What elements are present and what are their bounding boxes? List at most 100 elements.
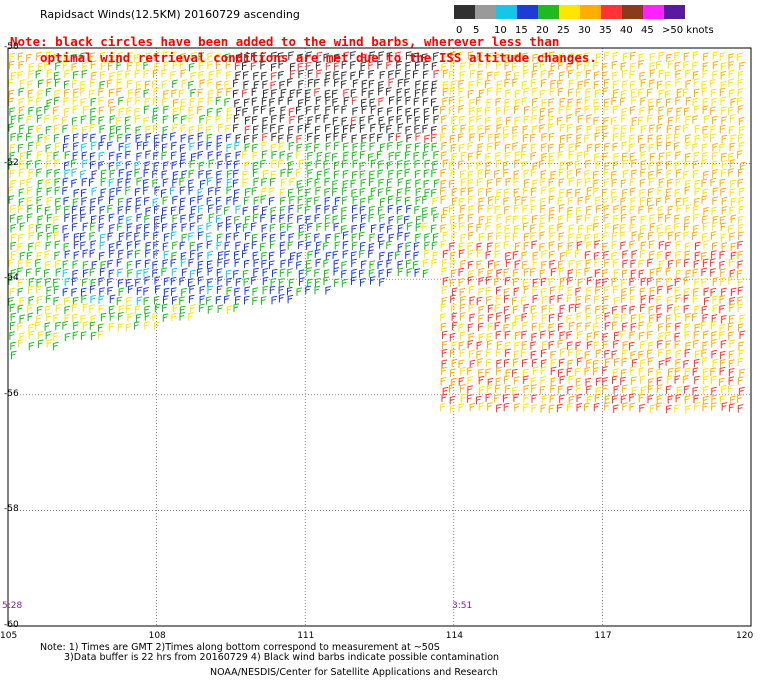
wind-barb xyxy=(737,296,743,305)
wind-barb xyxy=(188,186,195,195)
wind-barb xyxy=(639,287,646,296)
wind-barb xyxy=(558,260,564,269)
wind-barb xyxy=(44,114,50,123)
wind-barb xyxy=(233,169,239,178)
wind-barb xyxy=(144,223,150,232)
wind-barb xyxy=(585,69,592,78)
wind-barb xyxy=(180,252,187,261)
wind-barb xyxy=(81,294,87,304)
wind-barb xyxy=(532,251,539,260)
wind-barb xyxy=(9,143,16,153)
wind-barb xyxy=(667,259,674,269)
wind-barb xyxy=(647,231,654,241)
wind-barb xyxy=(172,303,179,313)
wind-barb xyxy=(656,134,663,144)
wind-barb xyxy=(441,359,448,368)
wind-barb xyxy=(71,205,78,214)
wind-barb xyxy=(279,268,286,277)
wind-barb xyxy=(107,232,114,241)
wind-barb xyxy=(297,62,304,72)
wind-barb xyxy=(10,341,16,351)
wind-barb xyxy=(359,231,365,241)
wind-barb xyxy=(37,89,44,99)
wind-barb xyxy=(557,312,564,321)
wind-barb xyxy=(422,195,428,204)
wind-barb xyxy=(530,305,537,314)
wind-barb xyxy=(397,224,404,233)
wind-barb xyxy=(162,178,169,187)
wind-barb xyxy=(305,285,311,295)
wind-barb xyxy=(324,168,330,177)
wind-barb xyxy=(593,187,599,196)
wind-barb xyxy=(90,278,97,288)
wind-barb xyxy=(62,186,68,195)
wind-barb xyxy=(116,78,123,87)
wind-barb xyxy=(496,231,502,241)
wind-barb xyxy=(127,79,133,89)
wind-barb xyxy=(613,224,619,233)
wind-barb xyxy=(629,341,635,351)
wind-barb xyxy=(522,278,529,288)
wind-barb xyxy=(603,250,609,260)
wind-barb xyxy=(361,134,367,143)
wind-barb xyxy=(216,205,222,214)
wind-barb xyxy=(224,97,230,107)
wind-barb xyxy=(62,177,69,186)
wind-barb xyxy=(485,152,491,162)
wind-barb xyxy=(711,88,717,97)
wind-barb xyxy=(710,106,716,115)
wind-barb xyxy=(414,169,421,179)
wind-barb xyxy=(604,358,611,367)
wind-barb xyxy=(179,60,186,69)
wind-barb xyxy=(324,205,330,214)
wind-barb xyxy=(594,240,600,249)
wind-barb xyxy=(215,115,222,124)
wind-barb xyxy=(593,80,600,90)
wind-barb xyxy=(71,303,78,312)
wind-barb xyxy=(224,206,230,215)
wind-barb xyxy=(98,116,105,125)
wind-barb xyxy=(404,160,410,169)
wind-barb xyxy=(431,125,437,135)
wind-barb xyxy=(656,313,663,322)
wind-barb xyxy=(315,204,322,214)
wind-barb xyxy=(82,62,88,71)
wind-barb xyxy=(26,196,33,206)
wind-barb xyxy=(620,132,627,141)
wind-barb xyxy=(17,242,23,252)
wind-barb xyxy=(351,224,358,234)
wind-barb xyxy=(540,277,547,287)
wind-barb xyxy=(458,87,464,96)
wind-barb xyxy=(216,214,222,223)
wind-barb xyxy=(261,259,267,268)
wind-barb xyxy=(712,196,718,205)
wind-barb xyxy=(701,87,708,96)
wind-barb xyxy=(415,196,422,205)
wind-barb xyxy=(314,105,321,114)
wind-barb xyxy=(649,286,656,296)
wind-barb xyxy=(612,321,618,330)
wind-barb xyxy=(602,366,608,375)
legend-swatch xyxy=(496,5,517,19)
wind-barb xyxy=(161,133,168,143)
wind-barb xyxy=(190,304,196,313)
wind-barb xyxy=(89,152,96,161)
wind-barb xyxy=(504,106,510,115)
wind-barb xyxy=(631,358,638,368)
wind-barb xyxy=(117,323,124,332)
wind-barb xyxy=(306,177,313,187)
wind-barb xyxy=(279,188,286,197)
wind-barb xyxy=(458,96,465,105)
wind-barb xyxy=(523,222,529,231)
wind-barb xyxy=(567,385,573,395)
wind-barb xyxy=(487,178,493,188)
wind-barb xyxy=(260,60,266,70)
wind-barb xyxy=(496,348,502,357)
wind-barb xyxy=(683,276,690,285)
wind-barb xyxy=(359,150,366,159)
wind-barb xyxy=(731,197,737,206)
wind-barb xyxy=(9,321,16,330)
wind-barb xyxy=(468,231,474,240)
wind-barb xyxy=(253,80,260,90)
wind-barb xyxy=(171,51,177,60)
